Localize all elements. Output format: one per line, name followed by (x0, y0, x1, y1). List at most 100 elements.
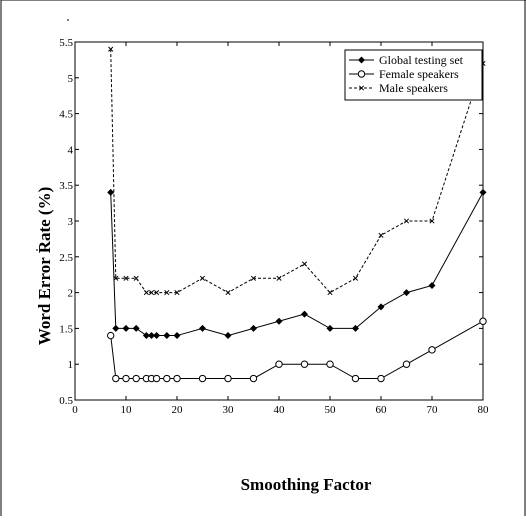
y-tick-label: 5 (68, 73, 74, 85)
data-point (300, 360, 309, 368)
data-point (174, 290, 180, 296)
data-point (377, 374, 385, 383)
y-tick-label: 1.5 (59, 323, 73, 335)
data-point (108, 46, 114, 52)
data-point (113, 275, 119, 281)
data-point (133, 275, 139, 281)
data-point (250, 275, 257, 281)
data-point (198, 374, 207, 383)
y-tick-label: 2 (68, 288, 74, 300)
series-line (110, 192, 484, 337)
series-2 (108, 46, 486, 296)
x-tick-label: 10 (121, 404, 133, 416)
y-tick-labels: 0.5 1 1.5 2 2.5 3 3.5 4 4.5 5 5.5 (59, 37, 73, 407)
data-point (224, 332, 232, 340)
data-point (479, 188, 487, 196)
series-0 (107, 188, 487, 340)
y-tick-label: 3 (68, 216, 74, 228)
data-point (402, 360, 411, 368)
x-tick-labels: 0 10 20 30 40 50 60 70 80 (72, 404, 489, 416)
data-point (249, 374, 258, 383)
data-point (164, 290, 170, 296)
data-point (429, 218, 435, 224)
data-point (378, 232, 384, 238)
legend-marker (358, 56, 365, 64)
data-point (123, 275, 129, 281)
y-tick-label: 3.5 (59, 180, 73, 192)
data-point (154, 290, 160, 296)
x-tick-label: 20 (172, 404, 184, 416)
legend-item-2: Male speakers (349, 81, 448, 95)
data-point (112, 374, 120, 383)
data-point (142, 332, 150, 340)
data-point (275, 317, 283, 325)
data-point (225, 290, 231, 296)
y-tick-label: 0.5 (59, 395, 73, 407)
data-point (199, 324, 206, 332)
data-point (301, 261, 308, 267)
y-tick-label: 4 (68, 144, 74, 156)
legend-label: Female speakers (379, 67, 459, 81)
data-point (122, 374, 130, 383)
legend-marker (358, 85, 365, 91)
data-point (107, 331, 115, 340)
x-tick-label: 70 (427, 404, 439, 416)
legend-label: Global testing set (379, 53, 464, 67)
y-tick-label: 1 (68, 359, 74, 371)
legend-item-0: Global testing set (349, 53, 464, 67)
legend-item-1: Female speakers (349, 67, 459, 81)
data-point (326, 324, 334, 332)
x-tick-label: 30 (223, 404, 235, 416)
data-point (479, 317, 487, 325)
x-tick-label: 80 (478, 404, 490, 416)
data-point (351, 374, 360, 383)
y-tick-label: 4.5 (59, 109, 73, 121)
legend-marker (357, 70, 366, 78)
data-point (148, 332, 155, 340)
data-point (163, 374, 171, 383)
data-point (224, 374, 232, 383)
data-point (276, 275, 282, 281)
y-tick-label: 5.5 (59, 37, 73, 49)
series-1 (107, 317, 487, 383)
x-axis-label: Smoothing Factor (241, 475, 372, 494)
legend-box (344, 49, 483, 101)
data-point (428, 346, 436, 354)
data-point (428, 281, 436, 289)
legend-label: Male speakers (379, 81, 448, 95)
data-point (132, 324, 140, 332)
data-point (173, 374, 181, 383)
data-point (173, 332, 181, 340)
data-point (132, 374, 140, 383)
data-point (352, 324, 359, 332)
data-point (377, 303, 385, 311)
data-point (163, 332, 171, 340)
data-point (107, 188, 115, 196)
y-tick-label: 2.5 (59, 252, 73, 264)
data-point (352, 275, 359, 281)
data-point (148, 290, 155, 296)
x-tick-label: 40 (274, 404, 286, 416)
series-layer (107, 46, 487, 383)
x-tick-label: 50 (325, 404, 337, 416)
series-line (110, 320, 484, 380)
data-point (327, 290, 333, 296)
data-point (275, 360, 283, 368)
x-tick-label: 0 (72, 404, 78, 416)
data-point (153, 332, 161, 340)
data-point (301, 310, 308, 318)
data-point (152, 374, 161, 383)
data-point (250, 324, 257, 332)
x-tick-label: 60 (376, 404, 388, 416)
data-point (403, 218, 410, 224)
data-point (143, 290, 149, 296)
data-point (326, 360, 334, 368)
data-point (112, 324, 120, 332)
data-point (199, 275, 206, 281)
data-point (122, 324, 130, 332)
y-axis-label: Word Error Rate (%) (35, 187, 54, 345)
data-point (403, 289, 410, 297)
